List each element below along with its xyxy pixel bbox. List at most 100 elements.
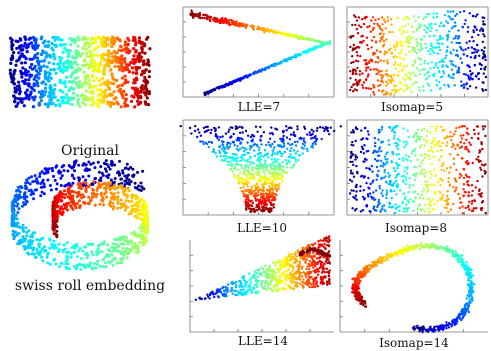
swiss-point	[53, 223, 56, 226]
swiss-point	[110, 259, 114, 263]
isomap5-point	[400, 44, 403, 47]
original-point	[53, 57, 57, 61]
isomap5-point	[428, 35, 431, 38]
isomap5-point	[384, 27, 387, 30]
swiss-point	[127, 189, 131, 193]
original-point	[41, 80, 46, 84]
isomap8-point	[402, 179, 405, 182]
isomap8-point	[398, 157, 401, 161]
isomap5-point	[353, 14, 356, 17]
isomap8-point	[434, 130, 438, 133]
swiss-point	[107, 173, 111, 177]
swiss-point	[108, 167, 112, 171]
isomap5-point	[439, 76, 442, 79]
swiss-point	[55, 235, 59, 239]
swiss-point	[100, 242, 104, 245]
lle10-point	[269, 163, 272, 166]
lle14-point	[310, 275, 313, 279]
original-point	[33, 64, 37, 68]
original-point	[134, 49, 138, 53]
original-point	[72, 37, 76, 41]
isomap8-point	[410, 152, 414, 155]
swiss-point	[122, 253, 126, 257]
swiss-point	[68, 267, 71, 271]
isomap5-point	[472, 15, 475, 18]
original-point	[99, 38, 103, 42]
lle10-point	[223, 150, 227, 154]
swiss-point	[51, 169, 55, 173]
isomap5-point	[352, 43, 355, 47]
swiss-point	[112, 246, 116, 250]
original-point	[137, 53, 142, 57]
lle10-point	[270, 154, 274, 157]
lle10-point	[273, 195, 276, 199]
isomap5-point	[473, 63, 477, 67]
swiss-point	[91, 266, 95, 270]
isomap8-point	[460, 125, 463, 128]
lle14-point	[219, 290, 223, 294]
isomap5-point	[478, 29, 482, 32]
lle10-point	[212, 126, 216, 130]
lle7-point	[315, 46, 319, 49]
isomap5-point	[427, 75, 431, 78]
original-point	[52, 91, 56, 95]
lle10-point	[262, 192, 265, 196]
lle10-point	[247, 173, 251, 176]
swiss-point	[109, 191, 113, 195]
isomap5-point	[476, 13, 479, 16]
lle10-point	[240, 126, 244, 129]
swiss-point	[46, 253, 49, 256]
isomap5-point	[456, 69, 459, 73]
lle10-point	[249, 144, 252, 148]
original-point	[54, 45, 58, 49]
lle10-point	[271, 180, 274, 183]
isomap5-point	[404, 72, 407, 76]
lle10-point	[257, 193, 260, 197]
swiss-point	[38, 175, 42, 178]
lle10-point	[276, 151, 279, 154]
isomap8-point	[352, 163, 355, 167]
swiss-point	[84, 245, 88, 249]
isomap5-point	[378, 40, 382, 43]
isomap5-point	[418, 89, 421, 92]
isomap8-point	[477, 158, 480, 162]
original-point	[136, 91, 140, 95]
lle7-point	[264, 66, 267, 70]
isomap8-point	[385, 160, 389, 163]
isomap8-point	[452, 202, 455, 206]
original-point	[12, 82, 17, 86]
lle10-point	[263, 175, 267, 178]
lle7-point	[231, 21, 235, 24]
original-point	[54, 71, 58, 75]
isomap5-point	[359, 55, 362, 58]
lle10-point	[267, 164, 270, 167]
swiss-point	[84, 178, 88, 182]
lle10-point	[292, 131, 295, 134]
lle10-point	[283, 150, 287, 154]
isomap8-point	[394, 211, 397, 215]
swiss-point	[144, 206, 148, 210]
isomap8-point	[402, 159, 405, 162]
original-point	[60, 69, 64, 73]
swiss-point	[46, 170, 50, 174]
isomap5-point	[457, 41, 460, 45]
original-point	[42, 64, 46, 68]
isomap8-point	[440, 155, 443, 158]
lle10-point	[265, 188, 269, 192]
isomap8-point	[471, 209, 475, 212]
isomap5-point	[384, 20, 387, 24]
isomap8-point	[354, 194, 358, 197]
isomap8-point	[477, 132, 480, 135]
isomap5-point	[449, 52, 453, 55]
swiss-point	[77, 199, 81, 203]
swiss-point	[127, 167, 131, 171]
isomap8-point	[367, 186, 370, 189]
lle10-point	[282, 131, 285, 134]
swiss-point	[86, 201, 90, 205]
lle10-point	[293, 133, 296, 137]
lle10-point	[289, 143, 292, 147]
swiss-point	[140, 205, 144, 209]
lle7-point	[275, 63, 279, 66]
original-point	[103, 93, 107, 97]
original-point	[87, 45, 91, 49]
